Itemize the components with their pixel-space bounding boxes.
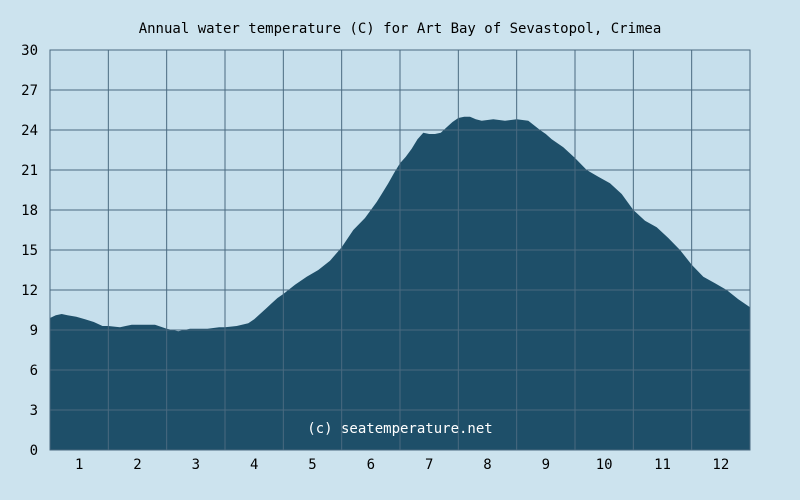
y-tick-label: 18 bbox=[21, 203, 38, 219]
y-tick-label: 15 bbox=[21, 243, 38, 259]
plot-border bbox=[49, 49, 751, 451]
y-tick-label: 9 bbox=[30, 323, 38, 339]
y-tick-label: 21 bbox=[21, 163, 38, 179]
x-tick-label: 5 bbox=[308, 457, 316, 473]
x-tick-label: 11 bbox=[654, 457, 671, 473]
watermark: (c) seatemperature.net bbox=[307, 421, 492, 437]
x-tick-label: 9 bbox=[542, 457, 550, 473]
x-tick-label: 7 bbox=[425, 457, 433, 473]
y-tick-label: 27 bbox=[21, 83, 38, 99]
x-tick-label: 10 bbox=[596, 457, 613, 473]
x-tick-label: 4 bbox=[250, 457, 258, 473]
x-axis-ticks: 1 2 3 4 5 6 7 8 9 10 11 12 bbox=[75, 457, 729, 473]
y-tick-label: 0 bbox=[30, 443, 38, 459]
x-tick-label: 1 bbox=[75, 457, 83, 473]
y-tick-label: 3 bbox=[30, 403, 38, 419]
chart-title: Annual water temperature (C) for Art Bay… bbox=[139, 21, 662, 37]
y-axis-ticks: 0 3 6 9 12 15 18 21 24 27 30 bbox=[21, 43, 38, 459]
y-tick-label: 12 bbox=[21, 283, 38, 299]
y-tick-label: 6 bbox=[30, 363, 38, 379]
x-tick-label: 3 bbox=[192, 457, 200, 473]
y-tick-label: 24 bbox=[21, 123, 38, 139]
x-tick-label: 2 bbox=[133, 457, 141, 473]
x-tick-label: 6 bbox=[367, 457, 375, 473]
y-tick-label: 30 bbox=[21, 43, 38, 59]
x-tick-label: 12 bbox=[712, 457, 729, 473]
x-tick-label: 8 bbox=[483, 457, 491, 473]
